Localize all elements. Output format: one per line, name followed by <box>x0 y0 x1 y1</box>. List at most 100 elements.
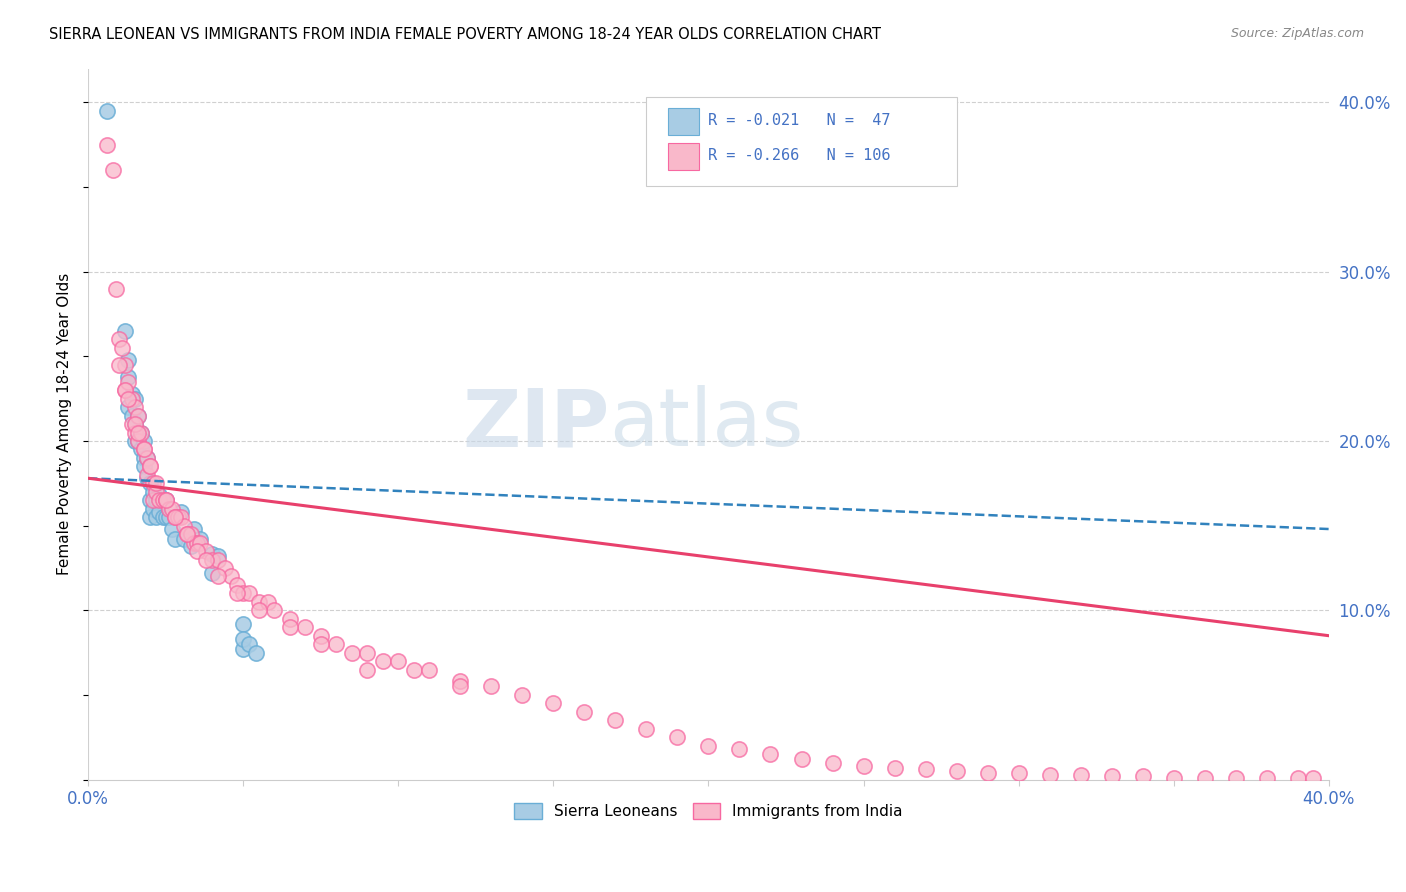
Point <box>136 467 159 482</box>
Point <box>108 333 131 347</box>
Point <box>207 549 229 563</box>
FancyBboxPatch shape <box>668 108 699 135</box>
Point <box>142 476 165 491</box>
Point <box>371 654 394 668</box>
Point <box>127 409 149 423</box>
Point <box>173 532 195 546</box>
Text: R = -0.021   N =  47: R = -0.021 N = 47 <box>709 113 891 128</box>
Point <box>238 586 260 600</box>
FancyBboxPatch shape <box>668 144 699 170</box>
Point <box>157 510 180 524</box>
Point <box>114 324 136 338</box>
Point <box>543 697 565 711</box>
Point <box>155 493 177 508</box>
Point <box>214 561 236 575</box>
Point <box>219 569 242 583</box>
Point <box>1194 771 1216 785</box>
Point <box>278 612 301 626</box>
Point <box>114 383 136 397</box>
Point <box>1132 769 1154 783</box>
Point <box>309 629 332 643</box>
Point <box>142 493 165 508</box>
Point <box>132 450 155 465</box>
Point <box>163 510 186 524</box>
Point <box>132 442 155 457</box>
Point <box>232 642 254 657</box>
Point <box>402 663 425 677</box>
Point <box>914 763 936 777</box>
Point <box>108 358 131 372</box>
Point <box>121 392 143 406</box>
Point <box>124 425 146 440</box>
Point <box>325 637 347 651</box>
Point <box>176 527 198 541</box>
Point <box>759 747 782 762</box>
Point <box>1007 765 1029 780</box>
Point <box>183 522 205 536</box>
Point <box>201 552 224 566</box>
Point <box>1286 771 1309 785</box>
Point <box>186 535 208 549</box>
Point <box>201 548 224 562</box>
Point <box>136 450 159 465</box>
Point <box>1225 771 1247 785</box>
Point <box>155 493 177 508</box>
Point <box>114 358 136 372</box>
Point <box>160 522 183 536</box>
Point <box>152 493 174 508</box>
Point <box>278 620 301 634</box>
Point <box>136 450 159 465</box>
Point <box>163 510 186 524</box>
Point <box>145 484 167 499</box>
Point <box>195 552 218 566</box>
Point <box>697 739 720 753</box>
Point <box>139 459 162 474</box>
Point <box>148 505 170 519</box>
Point <box>96 103 118 118</box>
Point <box>232 632 254 646</box>
Point <box>127 409 149 423</box>
Point <box>142 501 165 516</box>
Point <box>356 646 378 660</box>
Point <box>117 375 139 389</box>
Point <box>247 595 270 609</box>
Text: SIERRA LEONEAN VS IMMIGRANTS FROM INDIA FEMALE POVERTY AMONG 18-24 YEAR OLDS COR: SIERRA LEONEAN VS IMMIGRANTS FROM INDIA … <box>49 27 882 42</box>
Point <box>121 409 143 423</box>
Point <box>117 392 139 406</box>
Point <box>132 442 155 457</box>
Point <box>155 510 177 524</box>
Point <box>976 765 998 780</box>
Point <box>176 527 198 541</box>
Point <box>145 493 167 508</box>
Point <box>129 425 152 440</box>
Point <box>148 493 170 508</box>
Point <box>111 341 134 355</box>
Point <box>263 603 285 617</box>
Point <box>117 369 139 384</box>
Point <box>127 425 149 440</box>
Point <box>945 764 967 779</box>
Point <box>179 527 201 541</box>
Point <box>728 742 751 756</box>
Text: Source: ZipAtlas.com: Source: ZipAtlas.com <box>1230 27 1364 40</box>
Point <box>117 352 139 367</box>
Point <box>145 476 167 491</box>
Point <box>157 501 180 516</box>
Point <box>852 759 875 773</box>
Point <box>121 417 143 431</box>
Point <box>449 674 471 689</box>
Point <box>245 646 267 660</box>
Point <box>139 476 162 491</box>
Point <box>114 383 136 397</box>
Point <box>129 442 152 457</box>
Point <box>201 566 224 580</box>
Point <box>101 163 124 178</box>
Text: atlas: atlas <box>609 385 804 463</box>
Point <box>132 459 155 474</box>
Point <box>883 761 905 775</box>
Point <box>207 569 229 583</box>
Point <box>124 434 146 448</box>
Point <box>207 552 229 566</box>
Point <box>160 501 183 516</box>
Point <box>163 532 186 546</box>
